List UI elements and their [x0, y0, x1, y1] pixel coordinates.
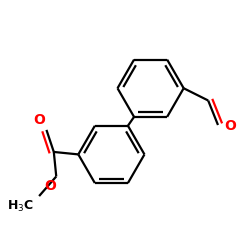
Text: H$_3$C: H$_3$C — [7, 198, 34, 214]
Text: O: O — [33, 114, 45, 128]
Text: O: O — [224, 119, 236, 133]
Text: O: O — [44, 179, 56, 193]
